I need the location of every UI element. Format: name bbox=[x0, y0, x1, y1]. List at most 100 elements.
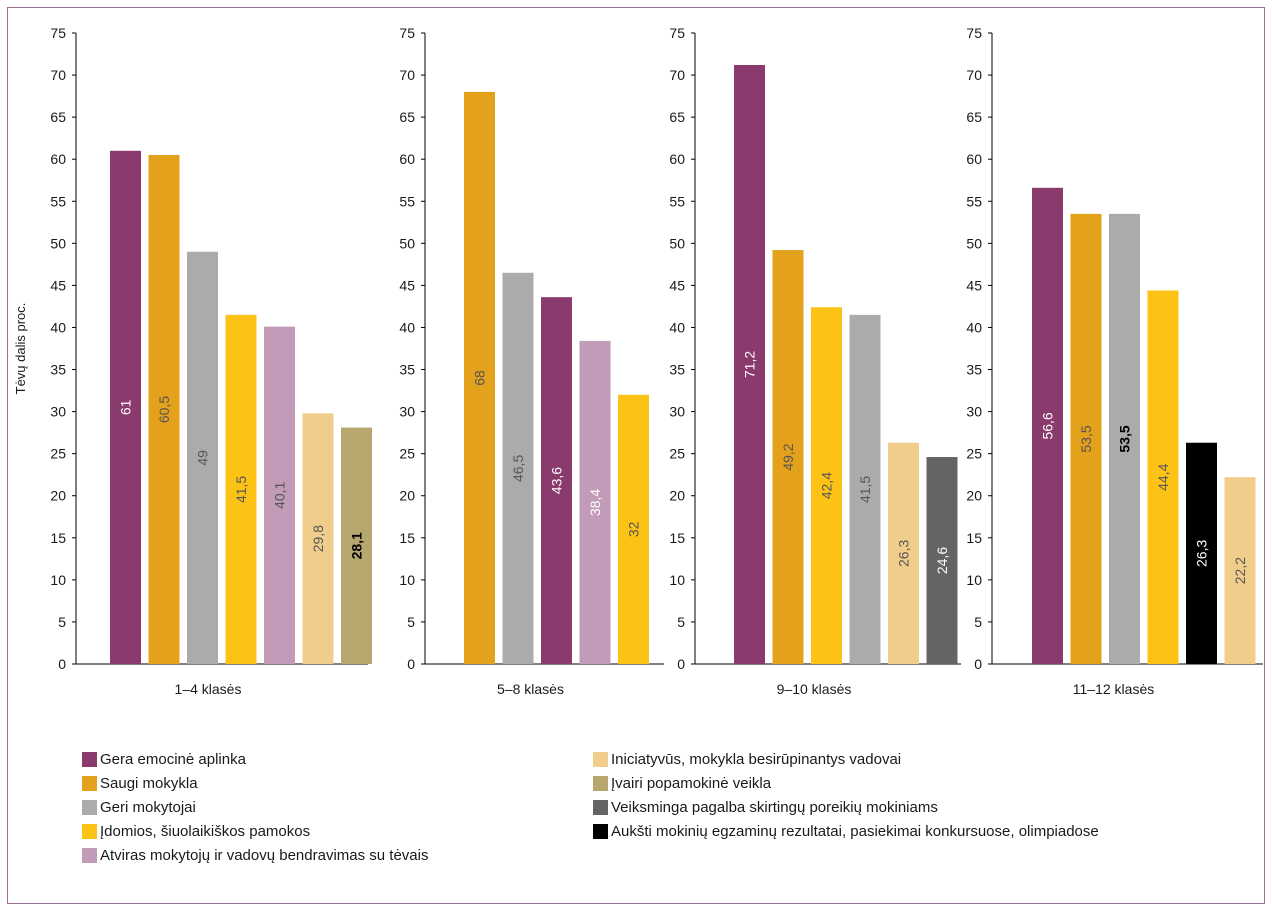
legend-item: Geri mokytojai bbox=[82, 796, 196, 818]
legend-swatch bbox=[82, 751, 97, 767]
data-label: 68 bbox=[472, 370, 488, 386]
y-tick-label: 70 bbox=[966, 67, 982, 83]
data-label: 53,5 bbox=[1117, 425, 1133, 452]
legend-swatch bbox=[82, 847, 97, 863]
y-tick-label: 60 bbox=[669, 151, 685, 167]
y-tick-label: 65 bbox=[966, 109, 982, 125]
y-tick-label: 15 bbox=[399, 530, 415, 546]
bar-emo bbox=[1032, 187, 1063, 664]
y-tick-label: 40 bbox=[966, 319, 982, 335]
y-tick-label: 50 bbox=[50, 235, 66, 251]
legend-item: Gera emocinė aplinka bbox=[82, 748, 246, 770]
chart-panel: 0 5 10 15 20 25 30 35 40 45 50 55 60 65 70 75 61 60,5 49 41… bbox=[50, 25, 372, 697]
y-tick-label: 10 bbox=[50, 572, 66, 588]
y-tick-label: 50 bbox=[966, 235, 982, 251]
y-tick-label: 55 bbox=[966, 193, 982, 209]
data-label: 43,6 bbox=[549, 467, 565, 494]
legend-label: Iniciatyvūs, mokykla besirūpinantys vado… bbox=[611, 750, 902, 768]
y-tick-label: 35 bbox=[50, 362, 66, 378]
category-label: 5–8 klasės bbox=[497, 681, 564, 697]
data-label: 61 bbox=[118, 399, 134, 415]
bar-auksti bbox=[1186, 442, 1217, 664]
legend-swatch bbox=[593, 751, 608, 767]
y-tick-label: 65 bbox=[669, 109, 685, 125]
y-axis-title: Tėvų dalis proc. bbox=[13, 303, 28, 395]
y-tick-label: 70 bbox=[50, 67, 66, 83]
y-tick-label: 25 bbox=[50, 446, 66, 462]
y-tick-label: 20 bbox=[669, 488, 685, 504]
y-tick-label: 70 bbox=[669, 67, 685, 83]
bar-inic bbox=[1224, 477, 1256, 664]
y-tick-label: 0 bbox=[677, 656, 685, 672]
data-label: 32 bbox=[626, 521, 642, 537]
legend-swatch bbox=[82, 799, 97, 815]
chart-panel: 0 5 10 15 20 25 30 35 40 45 50 55 60 65 70 75 71,2 49,2 42… bbox=[669, 25, 961, 697]
y-tick-label: 0 bbox=[407, 656, 415, 672]
data-label: 22,2 bbox=[1232, 557, 1248, 584]
y-tick-label: 50 bbox=[399, 235, 415, 251]
data-label: 26,3 bbox=[1194, 540, 1210, 567]
legend-label: Aukšti mokinių egzaminų rezultatai, pasi… bbox=[611, 822, 1099, 840]
category-label: 1–4 klasės bbox=[175, 681, 242, 697]
y-tick-label: 55 bbox=[50, 193, 66, 209]
y-tick-label: 45 bbox=[50, 277, 66, 293]
bar-geri bbox=[849, 314, 881, 664]
bar-saugi bbox=[148, 154, 180, 664]
y-tick-label: 65 bbox=[50, 109, 66, 125]
y-tick-label: 25 bbox=[399, 446, 415, 462]
y-tick-label: 60 bbox=[966, 151, 982, 167]
bar-emo bbox=[734, 64, 765, 665]
data-label: 38,4 bbox=[587, 489, 603, 516]
data-label: 46,5 bbox=[510, 455, 526, 482]
bar-emo bbox=[541, 297, 572, 664]
y-tick-label: 55 bbox=[669, 193, 685, 209]
legend-item: Įdomios, šiuolaikiškos pamokos bbox=[82, 820, 310, 842]
y-tick-label: 5 bbox=[677, 614, 685, 630]
legend-item: Saugi mokykla bbox=[82, 772, 198, 794]
y-tick-label: 40 bbox=[50, 319, 66, 335]
y-tick-label: 0 bbox=[58, 656, 66, 672]
y-tick-label: 5 bbox=[58, 614, 66, 630]
chart-panel: 0 5 10 15 20 25 30 35 40 45 50 55 60 65 70 75 56,6 53,5 53… bbox=[966, 25, 1263, 697]
bar-saugi bbox=[464, 91, 495, 665]
category-label: 11–12 klasės bbox=[1073, 681, 1154, 697]
chart-panel: 0 5 10 15 20 25 30 35 40 45 50 55 60 65 70 75 68 46,5 43,6… bbox=[399, 25, 664, 697]
y-tick-label: 40 bbox=[399, 319, 415, 335]
y-tick-label: 75 bbox=[399, 25, 415, 41]
legend-item: Aukšti mokinių egzaminų rezultatai, pasi… bbox=[593, 820, 1099, 842]
y-tick-label: 35 bbox=[966, 362, 982, 378]
data-label: 24,6 bbox=[934, 547, 950, 574]
bar-idom bbox=[618, 394, 649, 664]
legend-swatch bbox=[82, 775, 97, 791]
bar-atv bbox=[264, 326, 295, 664]
legend-swatch bbox=[593, 799, 608, 815]
bar-idom bbox=[225, 314, 257, 664]
y-tick-label: 50 bbox=[669, 235, 685, 251]
legend-item: Atviras mokytojų ir vadovų bendravimas s… bbox=[82, 844, 428, 866]
bar-idom bbox=[1147, 290, 1179, 664]
y-tick-label: 20 bbox=[50, 488, 66, 504]
data-label: 49 bbox=[195, 450, 211, 466]
legend-label: Veiksminga pagalba skirtingų poreikių mo… bbox=[611, 798, 938, 816]
y-tick-label: 15 bbox=[669, 530, 685, 546]
y-tick-label: 65 bbox=[399, 109, 415, 125]
data-label: 42,4 bbox=[819, 472, 835, 499]
legend-item: Iniciatyvūs, mokykla besirūpinantys vado… bbox=[593, 748, 901, 770]
legend-swatch bbox=[593, 823, 608, 839]
y-tick-label: 60 bbox=[399, 151, 415, 167]
y-tick-label: 40 bbox=[669, 319, 685, 335]
legend-swatch bbox=[593, 775, 608, 791]
bar-veiks bbox=[926, 457, 958, 664]
y-tick-label: 75 bbox=[50, 25, 66, 41]
y-tick-label: 75 bbox=[669, 25, 685, 41]
category-label: 9–10 klasės bbox=[777, 681, 852, 697]
chart-frame: Tėvų dalis proc. 0 5 10 15 20 25 30 35 40 45 50 55 60… bbox=[7, 7, 1265, 904]
data-label: 26,3 bbox=[896, 540, 912, 567]
y-tick-label: 30 bbox=[966, 404, 982, 420]
y-tick-label: 10 bbox=[669, 572, 685, 588]
data-label: 53,5 bbox=[1078, 425, 1094, 452]
y-tick-label: 35 bbox=[669, 362, 685, 378]
legend-label: Geri mokytojai bbox=[100, 798, 196, 816]
y-tick-label: 15 bbox=[50, 530, 66, 546]
bar-inic bbox=[888, 442, 919, 664]
